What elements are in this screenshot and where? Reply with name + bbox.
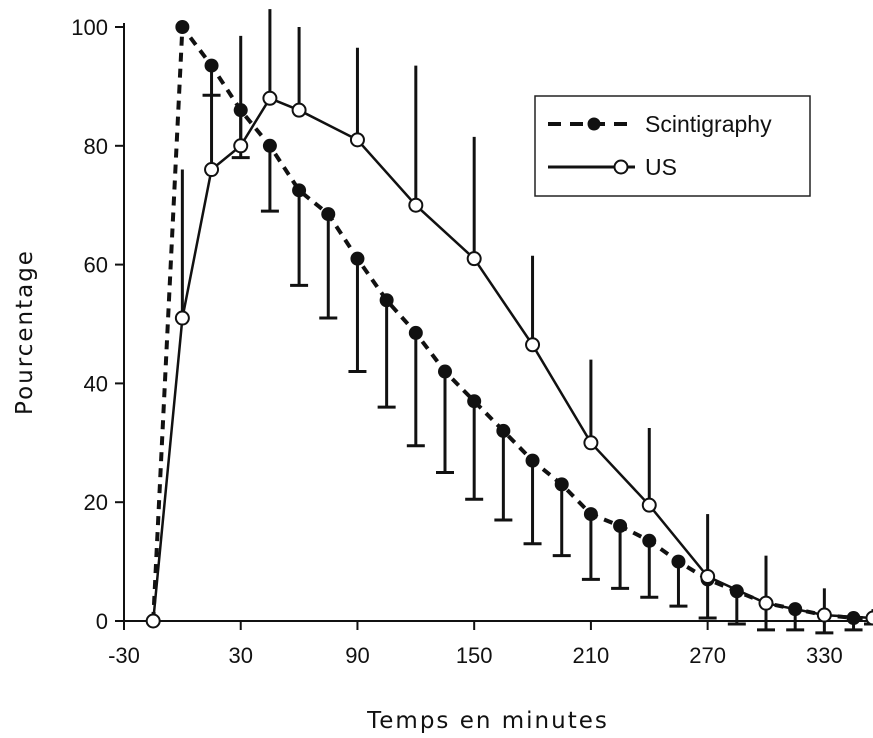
- legend-scintigraphy-marker: [587, 117, 601, 131]
- series-markers: [145, 20, 873, 629]
- x-tick-label: 90: [345, 643, 369, 668]
- us-point: [174, 310, 190, 326]
- scintigraphy-point: [846, 611, 861, 626]
- scintigraphy-point: [175, 20, 190, 34]
- us-point: [408, 197, 424, 213]
- y-tick-label: 60: [84, 253, 108, 278]
- scintigraphy-point: [408, 325, 423, 340]
- us-point: [204, 162, 220, 178]
- y-tick-label: 100: [71, 15, 108, 40]
- x-tick-label: 150: [456, 643, 493, 668]
- us-point: [758, 595, 774, 611]
- scintigraphy-point: [583, 507, 598, 522]
- legend-us-marker: [613, 159, 629, 175]
- scintigraphy-point: [438, 364, 452, 379]
- us-point: [466, 251, 482, 267]
- us-point: [291, 102, 307, 118]
- scintigraphy-point: [321, 207, 336, 222]
- scintigraphy-point: [233, 103, 248, 118]
- scintigraphy-point: [642, 533, 657, 548]
- scintigraphy-point: [204, 58, 219, 73]
- us-point: [700, 568, 716, 584]
- scintigraphy-point: [554, 477, 569, 492]
- scintigraphy-point: [525, 453, 540, 468]
- scintigraphy-point: [788, 602, 803, 617]
- scintigraphy-point: [350, 251, 365, 266]
- x-tick-label: 30: [228, 643, 252, 668]
- y-tick-label: 20: [84, 490, 108, 515]
- scintigraphy-point: [496, 423, 511, 438]
- scintigraphy-point: [671, 554, 686, 569]
- x-tick-label: 210: [573, 643, 610, 668]
- legend-box: [534, 95, 811, 197]
- scintigraphy-point: [467, 394, 482, 409]
- us-point: [145, 613, 161, 629]
- y-axis-title: Pourcentage: [12, 249, 38, 415]
- us-point: [233, 138, 249, 154]
- us-point: [865, 610, 873, 626]
- tick-labels: 0 20 40 60 80 100 -30 30 90 150 210 270 330: [71, 15, 842, 668]
- us-point: [262, 90, 278, 106]
- scintigraphy-point: [292, 183, 307, 198]
- us-point: [349, 132, 365, 148]
- us-point: [816, 607, 832, 623]
- x-tick-label: -30: [108, 643, 140, 668]
- legend-scintigraphy-label: Scintigraphy: [645, 111, 772, 137]
- scintigraphy-point: [379, 293, 394, 308]
- us-point: [525, 337, 541, 353]
- us-point: [641, 497, 657, 513]
- scintigraphy-point: [262, 138, 277, 153]
- x-axis-title: Temps en minutes: [366, 708, 609, 734]
- axes: [115, 23, 873, 630]
- y-tick-label: 40: [84, 371, 108, 396]
- y-tick-label: 0: [96, 609, 108, 634]
- scintigraphy-point: [729, 584, 744, 599]
- scintigraphy-point: [613, 518, 628, 533]
- y-tick-label: 80: [84, 134, 108, 159]
- x-tick-label: 270: [689, 643, 726, 668]
- x-tick-label: 330: [806, 643, 843, 668]
- legend: Scintigraphy US: [534, 95, 811, 197]
- legend-us-label: US: [645, 154, 677, 180]
- us-point: [583, 435, 599, 451]
